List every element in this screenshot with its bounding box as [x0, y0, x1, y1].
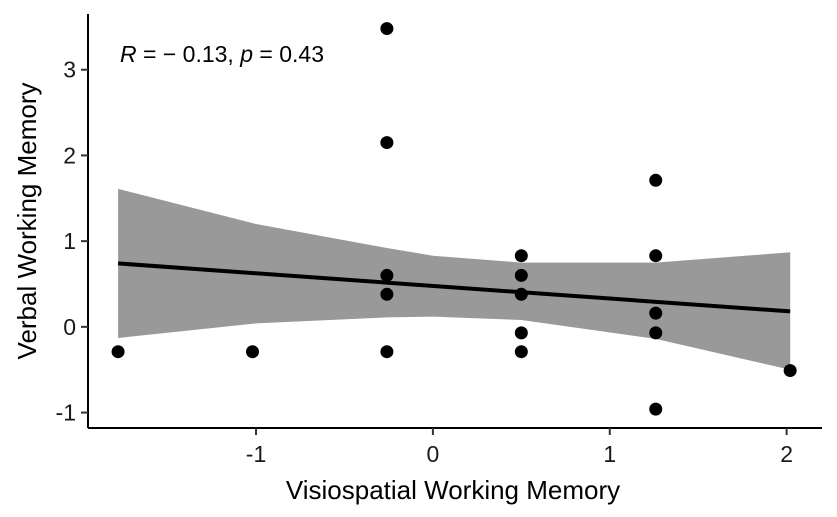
- data-point: [649, 173, 663, 187]
- y-tick-label: 0: [63, 314, 76, 340]
- r-value: = − 0.13,: [137, 41, 241, 67]
- data-point: [380, 136, 394, 150]
- data-point: [649, 306, 663, 320]
- y-axis-title: Verbal Working Memory: [12, 83, 42, 360]
- data-point: [380, 268, 394, 282]
- x-axis-title: Visiospatial Working Memory: [286, 475, 620, 505]
- data-point: [649, 326, 663, 340]
- x-tick-label: 1: [603, 441, 616, 467]
- data-point: [514, 287, 528, 301]
- x-tick-label: 2: [780, 441, 793, 467]
- y-tick-label: 2: [63, 142, 76, 168]
- data-point: [380, 22, 394, 36]
- data-point: [514, 268, 528, 282]
- confidence-band-layer: [118, 188, 791, 370]
- p-value: = 0.43: [253, 41, 324, 67]
- data-point: [514, 345, 528, 359]
- data-point: [649, 249, 663, 263]
- y-tick-label: 3: [63, 57, 76, 83]
- data-point: [111, 345, 125, 359]
- confidence-band: [118, 188, 791, 370]
- y-tick-label: 1: [63, 228, 76, 254]
- axes-layer: -1 0 1 2 -1 0 1 2 3: [56, 14, 822, 467]
- data-point: [380, 345, 394, 359]
- data-point: [514, 249, 528, 263]
- points-layer: [111, 22, 797, 416]
- data-point: [514, 326, 528, 340]
- x-tick-label: -1: [246, 441, 266, 467]
- y-tick-label: -1: [56, 400, 76, 426]
- correlation-annotation: R = − 0.13, p = 0.43: [120, 41, 324, 67]
- data-point: [380, 287, 394, 301]
- data-point: [245, 345, 259, 359]
- regression-line-layer: [117, 261, 791, 314]
- data-point: [783, 364, 797, 378]
- x-tick-label: 0: [426, 441, 439, 467]
- p-symbol: p: [239, 41, 253, 67]
- data-point: [649, 402, 663, 416]
- regression-line: [117, 261, 791, 314]
- r-symbol: R: [120, 41, 137, 67]
